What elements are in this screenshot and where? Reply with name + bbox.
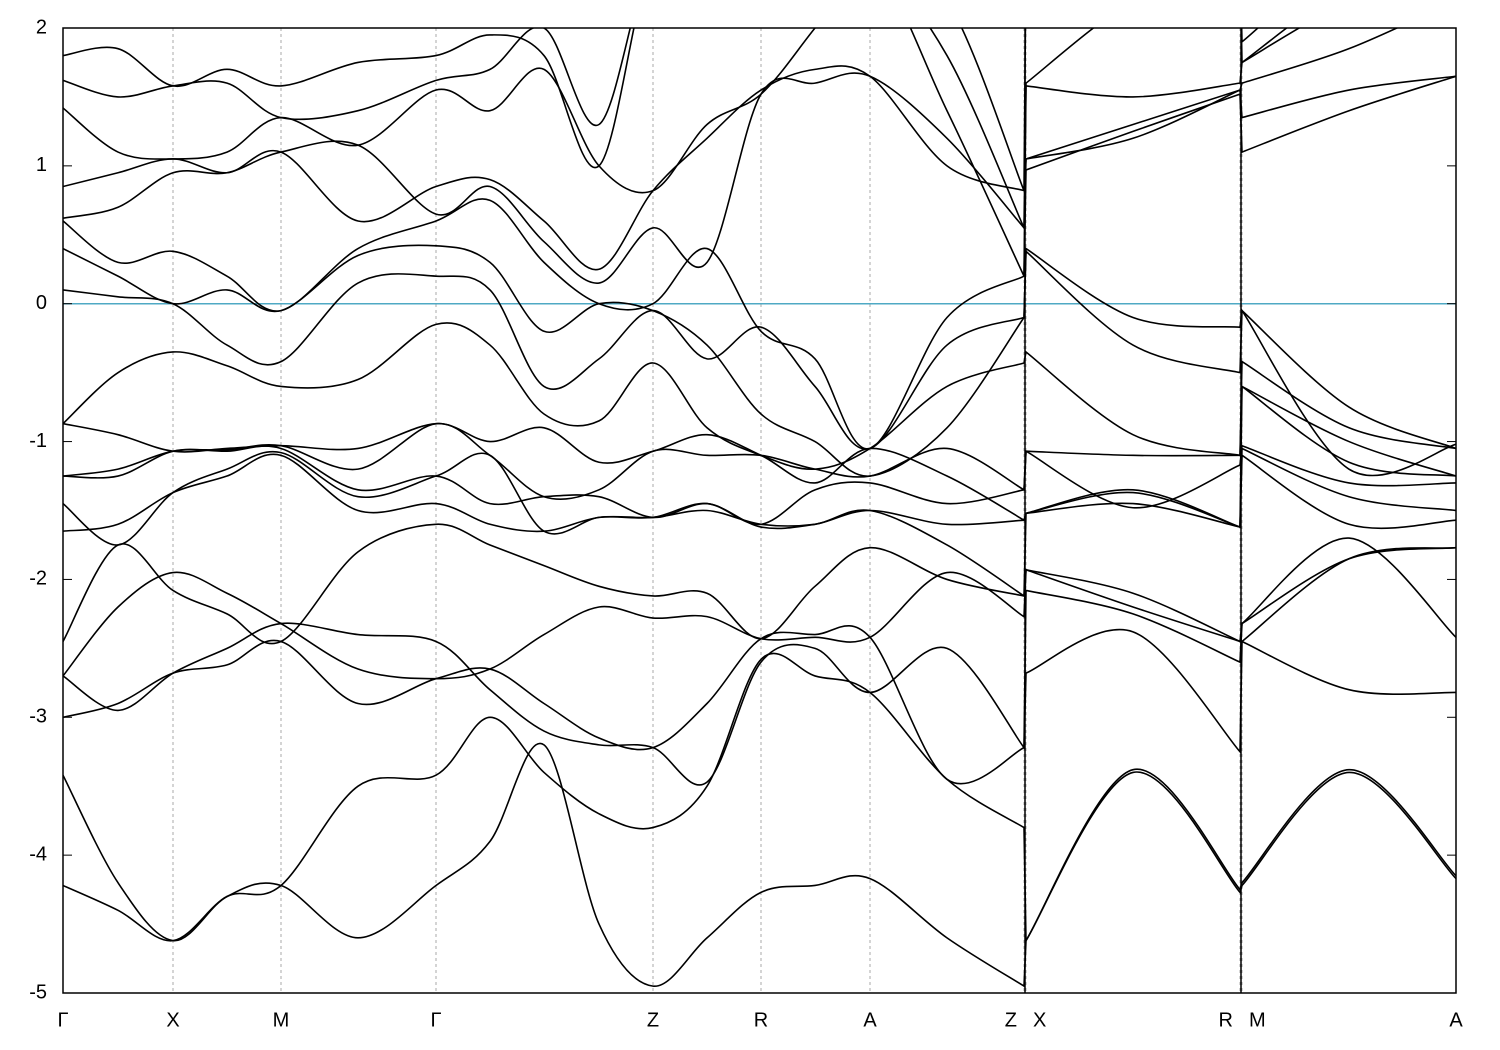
band-line	[63, 244, 1456, 477]
band-line	[63, 322, 1456, 470]
x-tick-label: X	[1033, 1009, 1046, 1031]
x-tick-label: M	[1249, 1009, 1266, 1031]
y-tick-label: 0	[36, 292, 47, 314]
band-line	[63, 247, 1456, 477]
grid	[62, 28, 1457, 993]
band-line	[63, 652, 1456, 944]
y-tick-label: -4	[29, 843, 47, 865]
x-tick-label: R	[1219, 1009, 1233, 1031]
x-tick-label: Z	[1005, 1009, 1017, 1031]
x-tick-label: A	[863, 1009, 877, 1031]
x-tick-label: R	[754, 1009, 768, 1031]
band-line	[63, 546, 1456, 680]
y-tick-label: -3	[29, 706, 47, 728]
band-line	[63, 384, 1456, 500]
y-tick-label: -2	[29, 568, 47, 590]
x-tick-label: Γ	[430, 1009, 441, 1031]
plot-frame	[62, 27, 1457, 994]
bands	[63, 28, 1456, 988]
x-tick-label: Z	[647, 1009, 659, 1031]
band-line	[63, 523, 1456, 645]
x-tick-label: X	[166, 1009, 179, 1031]
band-line	[63, 444, 1456, 526]
y-tick-label: -1	[29, 430, 47, 452]
y-tick-label: 2	[36, 16, 47, 38]
band-line	[63, 537, 1456, 786]
band-line	[63, 28, 1288, 229]
band-line	[63, 625, 1456, 785]
axes: 210-1-2-3-4-5Γ X M Γ Z R A Z X R M A	[29, 16, 1463, 1031]
y-tick-label: -5	[29, 981, 47, 1003]
y-tick-label: 1	[36, 154, 47, 176]
band-line	[63, 72, 1456, 284]
band-line	[63, 453, 1456, 598]
x-tick-label: A	[1449, 1009, 1463, 1031]
band-line	[63, 742, 1456, 988]
x-tick-label: Γ	[57, 1009, 68, 1031]
band-line	[63, 28, 1301, 277]
band-line	[63, 28, 1260, 191]
x-tick-label: M	[273, 1009, 290, 1031]
band-line	[63, 385, 1456, 529]
band-line	[63, 28, 1399, 271]
band-line	[63, 447, 1456, 546]
band-line	[63, 75, 1456, 450]
